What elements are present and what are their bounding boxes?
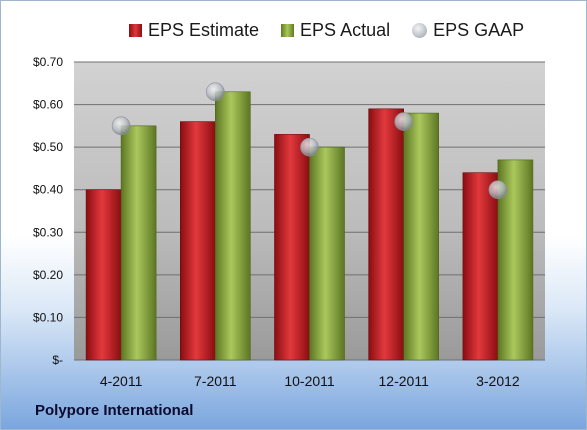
legend-label-eps-actual: EPS Actual [300,19,391,40]
x-tick-label: 4-2011 [100,373,143,389]
bar-eps-actual [403,112,440,361]
marker-eps-gaap [300,137,319,157]
y-tick-label: $0.40 [33,183,63,197]
bar-eps-estimate [368,108,405,361]
eps-actual-swatch-icon [281,23,295,37]
y-axis-ticks: $- $0.10 $0.20 $0.30 $0.40 $0.50 $0.60 $0.70 [33,55,63,367]
y-tick-label: $0.20 [33,268,63,282]
bar-eps-actual [120,125,157,361]
legend-item-eps-estimate: EPS Estimate [129,20,259,41]
bar-eps-estimate [180,121,216,361]
eps-gaap-marker-icon [412,22,428,38]
marker-eps-gaap [394,112,414,131]
y-tick-label: $0.60 [33,98,63,112]
x-tick-label: 3-2012 [476,373,520,389]
marker-eps-gaap [206,82,225,102]
legend-item-eps-actual: EPS Actual [281,20,390,41]
bar-eps-actual [309,146,345,361]
x-tick-label: 12-2011 [379,373,430,389]
legend-item-eps-gaap: EPS GAAP [412,20,524,41]
gaap-markers [111,82,508,200]
y-tick-label: $- [52,353,63,367]
bar-eps-estimate [462,172,499,361]
chart-legend: EPS Estimate EPS Actual EPS GAAP [129,18,524,42]
bar-eps-actual [215,91,251,361]
legend-label-eps-estimate: EPS Estimate [148,19,260,40]
x-tick-label: 7-2011 [194,373,237,389]
x-tick-label: 10-2011 [284,373,335,389]
x-axis-ticks: 4-2011 7-2011 10-2011 12-2011 3-2012 [100,373,520,389]
marker-eps-gaap [488,180,508,200]
legend-label-eps-gaap: EPS GAAP [433,19,525,40]
marker-eps-gaap [111,116,131,136]
y-tick-label: $0.70 [33,55,63,69]
y-tick-label: $0.50 [33,140,63,154]
company-name: Polypore International [35,402,194,419]
eps-estimate-swatch-icon [129,23,142,37]
bar-eps-estimate [274,134,310,361]
y-tick-label: $0.30 [33,225,63,239]
bar-eps-estimate [85,189,122,361]
y-tick-label: $0.10 [33,310,63,324]
